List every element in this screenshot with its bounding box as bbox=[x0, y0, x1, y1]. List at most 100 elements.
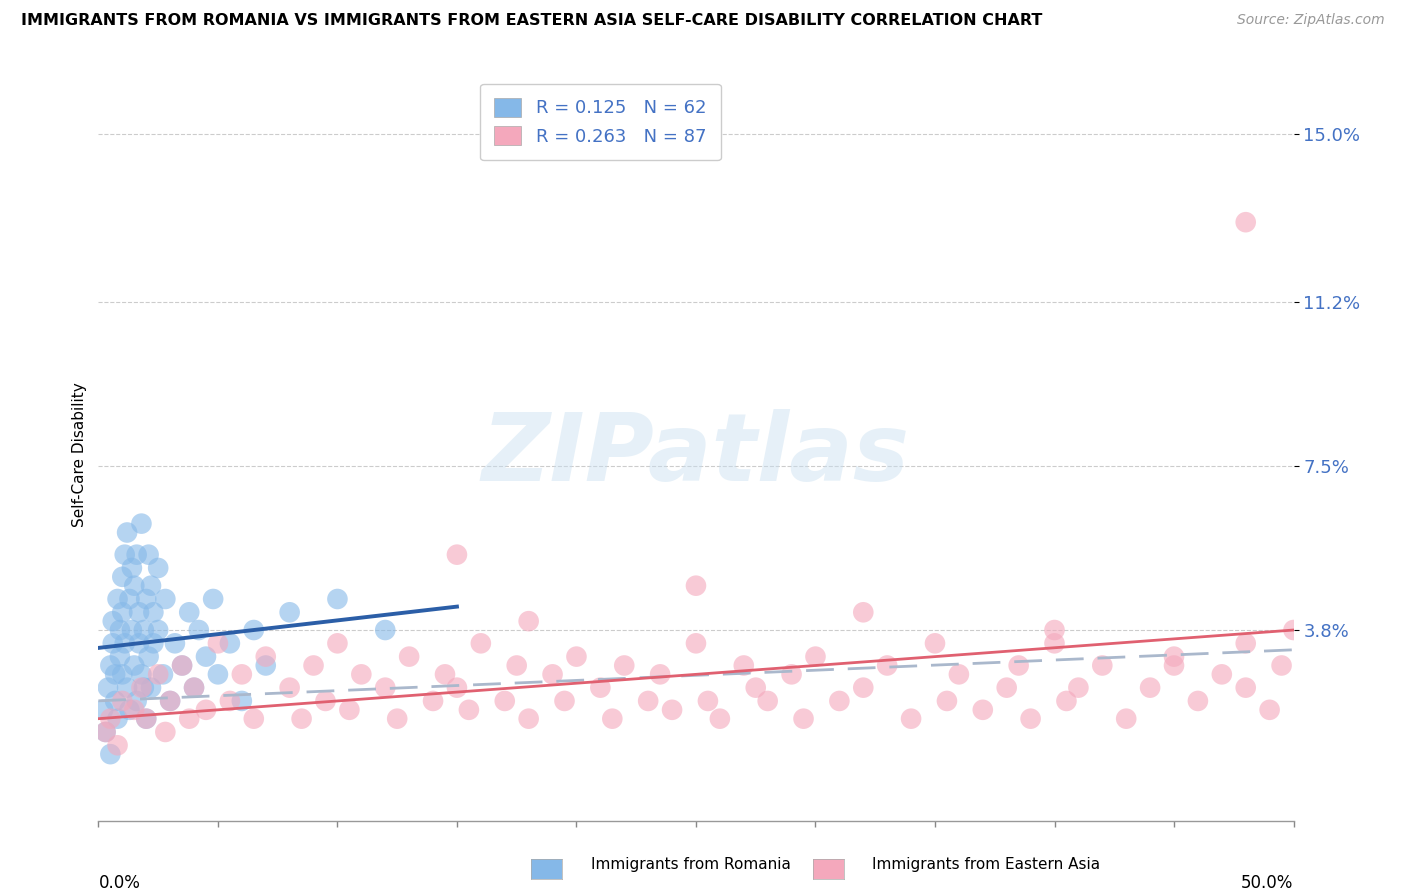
Point bbox=[124, 703, 146, 717]
Point bbox=[111, 667, 134, 681]
Point bbox=[138, 649, 160, 664]
Point bbox=[219, 694, 242, 708]
Point bbox=[98, 658, 122, 673]
Point bbox=[1187, 694, 1209, 708]
Point bbox=[107, 739, 129, 753]
Point bbox=[315, 694, 337, 708]
Point bbox=[685, 579, 707, 593]
Point bbox=[131, 667, 153, 681]
Point bbox=[1091, 658, 1114, 673]
Point bbox=[243, 623, 266, 637]
Point bbox=[97, 681, 120, 695]
Point bbox=[111, 694, 134, 708]
Point bbox=[1008, 658, 1031, 673]
Point bbox=[125, 694, 148, 708]
Point bbox=[107, 712, 129, 726]
Point bbox=[114, 548, 136, 562]
Point bbox=[179, 605, 201, 619]
Point bbox=[111, 605, 134, 619]
Point bbox=[128, 636, 150, 650]
Point bbox=[278, 681, 301, 695]
Point bbox=[398, 649, 420, 664]
Point bbox=[91, 703, 114, 717]
Point bbox=[131, 516, 153, 531]
Point bbox=[972, 703, 994, 717]
Point bbox=[132, 623, 155, 637]
Point bbox=[132, 681, 155, 695]
Text: Immigrants from Eastern Asia: Immigrants from Eastern Asia bbox=[872, 857, 1099, 872]
Point bbox=[661, 703, 683, 717]
Point bbox=[900, 712, 922, 726]
Point bbox=[709, 712, 731, 726]
Point bbox=[541, 667, 564, 681]
Point bbox=[936, 694, 959, 708]
Text: 50.0%: 50.0% bbox=[1241, 874, 1294, 892]
Point bbox=[128, 605, 150, 619]
Point bbox=[135, 712, 157, 726]
Point bbox=[98, 747, 122, 761]
Point bbox=[159, 694, 181, 708]
Point bbox=[780, 667, 803, 681]
Point bbox=[118, 703, 141, 717]
Point bbox=[733, 658, 755, 673]
Point bbox=[876, 658, 898, 673]
Point bbox=[155, 592, 177, 607]
Point bbox=[637, 694, 659, 708]
Point bbox=[613, 658, 636, 673]
Point bbox=[995, 681, 1018, 695]
Point bbox=[1043, 623, 1066, 637]
Point bbox=[1234, 215, 1257, 229]
Y-axis label: Self-Care Disability: Self-Care Disability bbox=[72, 383, 87, 527]
Point bbox=[115, 525, 138, 540]
Point bbox=[94, 725, 117, 739]
Point bbox=[148, 623, 170, 637]
Point bbox=[1067, 681, 1090, 695]
Point bbox=[183, 681, 205, 695]
Point bbox=[108, 649, 131, 664]
Text: ZIPatlas: ZIPatlas bbox=[482, 409, 910, 501]
Point bbox=[114, 636, 136, 650]
Point bbox=[108, 623, 131, 637]
Point bbox=[374, 623, 396, 637]
Point bbox=[118, 592, 141, 607]
Point bbox=[179, 712, 201, 726]
Point bbox=[1019, 712, 1042, 726]
Point bbox=[231, 694, 253, 708]
Point bbox=[494, 694, 516, 708]
Point bbox=[101, 636, 124, 650]
Point bbox=[685, 636, 707, 650]
Point bbox=[697, 694, 720, 708]
Point bbox=[187, 623, 209, 637]
Point bbox=[172, 658, 194, 673]
Point bbox=[326, 636, 349, 650]
Point bbox=[142, 636, 165, 650]
Point bbox=[254, 658, 277, 673]
Point bbox=[589, 681, 612, 695]
Point bbox=[1271, 658, 1294, 673]
Point bbox=[1043, 636, 1066, 650]
Point bbox=[107, 592, 129, 607]
Point bbox=[231, 667, 253, 681]
Point bbox=[139, 681, 162, 695]
Point bbox=[350, 667, 373, 681]
Point bbox=[756, 694, 779, 708]
Point bbox=[148, 667, 170, 681]
Point bbox=[115, 681, 138, 695]
Point bbox=[948, 667, 970, 681]
Point bbox=[207, 667, 229, 681]
Point bbox=[94, 725, 117, 739]
Point bbox=[554, 694, 576, 708]
Point bbox=[1056, 694, 1078, 708]
Point bbox=[121, 623, 143, 637]
Point bbox=[135, 712, 157, 726]
Point bbox=[1163, 658, 1185, 673]
Point bbox=[104, 667, 127, 681]
Text: 0.0%: 0.0% bbox=[98, 874, 141, 892]
Point bbox=[124, 579, 146, 593]
Point bbox=[446, 548, 468, 562]
Point bbox=[745, 681, 768, 695]
Point bbox=[1234, 636, 1257, 650]
Point bbox=[291, 712, 314, 726]
Point bbox=[602, 712, 624, 726]
Text: IMMIGRANTS FROM ROMANIA VS IMMIGRANTS FROM EASTERN ASIA SELF-CARE DISABILITY COR: IMMIGRANTS FROM ROMANIA VS IMMIGRANTS FR… bbox=[21, 13, 1042, 29]
